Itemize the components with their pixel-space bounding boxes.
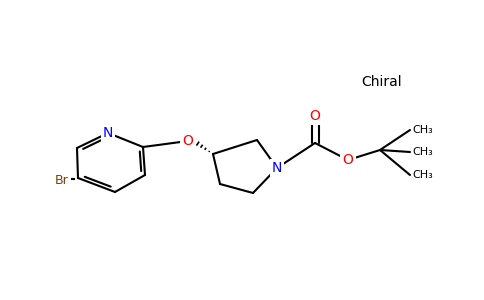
Text: O: O <box>182 134 194 148</box>
Text: N: N <box>272 161 282 175</box>
Text: CH₃: CH₃ <box>412 147 433 157</box>
Text: CH₃: CH₃ <box>412 170 433 180</box>
Text: Chiral: Chiral <box>362 75 402 89</box>
Text: O: O <box>310 109 320 123</box>
Text: O: O <box>343 153 353 167</box>
Text: Br: Br <box>55 173 69 187</box>
Text: N: N <box>103 126 113 140</box>
Text: CH₃: CH₃ <box>412 125 433 135</box>
